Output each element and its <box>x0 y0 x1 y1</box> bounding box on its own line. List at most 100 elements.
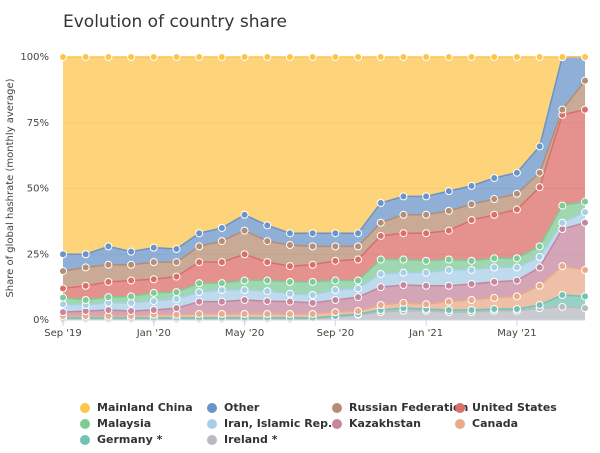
point <box>81 250 90 259</box>
point <box>376 218 385 227</box>
point <box>581 105 589 114</box>
point <box>172 272 181 281</box>
point <box>581 266 589 275</box>
point <box>467 256 476 265</box>
point <box>490 304 499 313</box>
point <box>104 277 113 286</box>
x-tick-label: Jan '20 <box>136 328 171 339</box>
point <box>240 210 249 219</box>
point <box>535 53 544 61</box>
point <box>581 76 589 85</box>
chart-title: Evolution of country share <box>63 12 287 32</box>
legend-marker <box>207 419 217 429</box>
point <box>444 306 453 315</box>
point <box>558 53 567 61</box>
legend-marker <box>207 403 217 413</box>
point <box>467 181 476 190</box>
point <box>172 310 181 319</box>
legend-marker <box>455 419 465 429</box>
legend-label: Russian Federation <box>349 401 468 414</box>
legend-label: United States <box>472 401 557 414</box>
point <box>240 309 249 318</box>
legend-marker <box>80 403 90 413</box>
point <box>127 307 136 316</box>
point <box>512 276 521 285</box>
point <box>195 229 204 238</box>
point <box>308 291 317 300</box>
legend-marker <box>332 403 342 413</box>
point <box>558 105 567 114</box>
point <box>127 260 136 269</box>
point <box>195 279 204 288</box>
legend-label: Malaysia <box>97 417 151 430</box>
point <box>104 306 113 315</box>
point <box>172 258 181 267</box>
point <box>308 242 317 251</box>
y-tick-label: 100% <box>20 52 49 63</box>
point <box>376 53 385 61</box>
point <box>308 309 317 318</box>
point <box>399 268 408 277</box>
point <box>331 53 340 61</box>
point <box>490 263 499 272</box>
point <box>490 53 499 61</box>
point <box>467 296 476 305</box>
point <box>444 226 453 235</box>
point <box>59 293 67 302</box>
x-tick-label: Sep '20 <box>317 328 355 339</box>
point <box>444 266 453 275</box>
point <box>308 53 317 61</box>
point <box>399 229 408 238</box>
point <box>285 309 294 318</box>
point <box>149 297 158 306</box>
point <box>376 283 385 292</box>
point <box>331 242 340 251</box>
area <box>63 57 585 272</box>
point <box>581 304 589 313</box>
point <box>376 198 385 207</box>
point <box>376 255 385 264</box>
point <box>535 301 544 310</box>
point <box>422 268 431 277</box>
point <box>354 307 363 316</box>
legend-marker <box>80 419 90 429</box>
point <box>81 53 90 61</box>
legend-label: Germany * <box>97 433 163 446</box>
point <box>558 218 567 227</box>
point <box>354 284 363 293</box>
point <box>59 284 67 293</box>
point <box>263 258 272 267</box>
point <box>422 210 431 219</box>
point <box>512 53 521 61</box>
x-tick-label: May '20 <box>225 328 264 339</box>
point <box>535 183 544 192</box>
point <box>467 53 476 61</box>
point <box>490 254 499 263</box>
point <box>127 247 136 256</box>
point <box>490 195 499 204</box>
point <box>331 256 340 265</box>
point <box>240 296 249 305</box>
point <box>127 53 136 61</box>
y-tick-label: 0% <box>33 315 49 326</box>
point <box>512 304 521 313</box>
y-tick-label: 25% <box>27 249 49 260</box>
point <box>81 263 90 272</box>
point <box>104 242 113 251</box>
point <box>376 231 385 240</box>
point <box>467 306 476 315</box>
point <box>422 300 431 309</box>
y-tick-label: 50% <box>27 184 49 195</box>
point <box>195 53 204 61</box>
point <box>59 53 67 61</box>
point <box>535 263 544 272</box>
point <box>581 53 589 61</box>
area <box>63 57 585 255</box>
point <box>399 298 408 307</box>
legend-label: Mainland China <box>97 401 193 414</box>
point <box>240 276 249 285</box>
point <box>217 258 226 267</box>
legend-marker <box>80 435 90 445</box>
point <box>127 276 136 285</box>
